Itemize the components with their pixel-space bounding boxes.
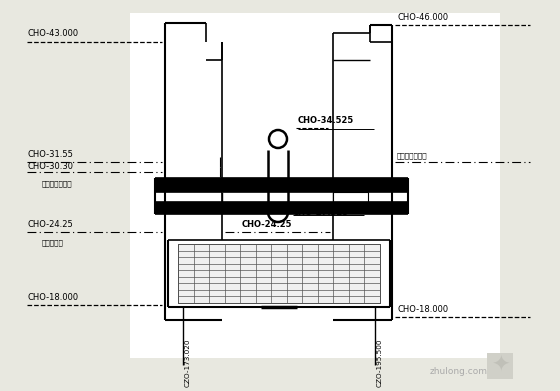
Bar [130,13,500,358]
Text: 进出铸轨中心点: 进出铸轨中心点 [397,152,428,159]
Text: CZO-173.020: CZO-173.020 [185,339,191,387]
Text: CHO-30.30: CHO-30.30 [28,162,74,171]
Text: CHO-18.000: CHO-18.000 [397,305,448,314]
Text: CHO-24.25: CHO-24.25 [242,220,292,229]
Bar [333,192,368,202]
Text: CHO-34.525: CHO-34.525 [298,116,354,125]
Text: CHO-24.25: CHO-24.25 [28,220,74,229]
Bar [178,244,380,303]
Text: zhulong.com: zhulong.com [430,368,488,377]
Bar [155,178,408,192]
Text: 行车中心线: 行车中心线 [42,239,64,246]
Text: CHO-31.55: CHO-31.55 [28,150,74,159]
Text: CHO-46.000: CHO-46.000 [397,13,448,22]
Bar [222,192,333,202]
Text: CZO-195.500: CZO-195.500 [377,339,383,387]
Text: 索轨截面: 索轨截面 [337,203,354,209]
Text: 进出铸轨中心线: 进出铸轨中心线 [42,180,73,187]
Text: CHO-43.000: CHO-43.000 [28,29,79,38]
Bar [155,202,408,214]
Text: CHO-27.325: CHO-27.325 [293,208,349,217]
Text: ✦: ✦ [491,356,509,376]
Text: CHO-18.000: CHO-18.000 [28,293,79,302]
